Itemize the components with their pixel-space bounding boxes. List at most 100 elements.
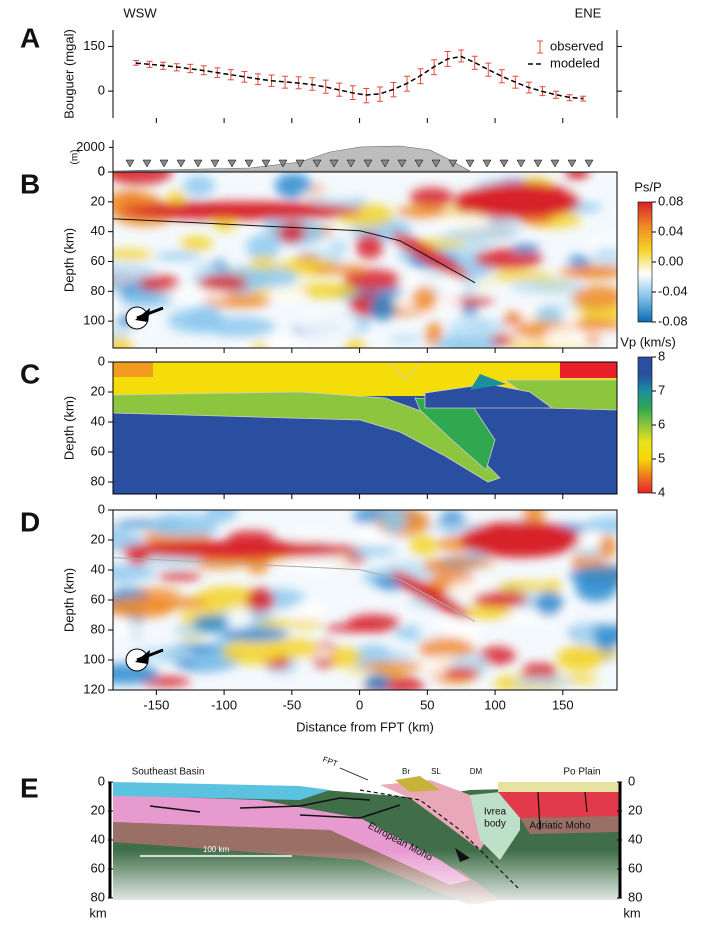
colorbar-tick-label: 7	[658, 382, 665, 397]
blob	[291, 600, 327, 621]
blob	[512, 676, 574, 688]
blob	[113, 249, 153, 261]
blob	[310, 264, 367, 275]
y-tick-label: 60	[91, 591, 105, 606]
station	[465, 159, 475, 168]
blob	[477, 646, 516, 665]
diagram-label: Adriatic Moho	[529, 821, 591, 832]
diagram-label: Po Plain	[563, 767, 600, 778]
diagram-label: SL	[431, 767, 441, 776]
blob	[504, 311, 524, 325]
colorbar-tick-label: 0.04	[658, 223, 683, 238]
blob	[574, 620, 594, 649]
error-bar	[485, 62, 492, 77]
y-tick-label: 20	[91, 531, 105, 546]
blob	[460, 521, 580, 558]
colorbar-title: Ps/P	[634, 179, 661, 194]
blob	[198, 274, 249, 292]
y-tick-label: 0	[98, 353, 105, 368]
axis-unit: km	[89, 905, 106, 920]
colorbar-tick-label: 8	[658, 348, 665, 363]
blob	[295, 313, 359, 336]
x-tick-label: 50	[420, 697, 434, 712]
station	[499, 159, 509, 168]
y-tick-label: 0	[628, 773, 635, 788]
y-tick-label: 80	[91, 889, 105, 904]
y-tick-label: 0	[98, 83, 105, 98]
colorbar-tick-label: 0.00	[658, 253, 683, 268]
y-tick-label: 40	[628, 831, 642, 846]
error-bar	[498, 69, 505, 84]
x-tick-label: 150	[552, 697, 574, 712]
y-tick-label: 0	[98, 163, 105, 178]
north-arrow	[135, 308, 150, 322]
blob	[148, 513, 223, 531]
blob	[584, 516, 617, 533]
blob	[510, 279, 586, 294]
blob	[275, 173, 312, 199]
blob	[120, 540, 360, 559]
y-tick-label: 60	[91, 253, 105, 268]
blob	[113, 172, 173, 185]
station	[533, 159, 543, 168]
blob	[133, 596, 208, 610]
blob	[409, 535, 438, 556]
y-axis-label: Depth (km)	[61, 396, 76, 460]
blob	[113, 564, 156, 582]
y-tick-label: 150	[83, 38, 105, 53]
annotation: ENE	[575, 5, 602, 20]
error-bar	[282, 75, 289, 89]
seismic-image	[113, 510, 617, 690]
y-tick-label: 40	[91, 561, 105, 576]
blob	[265, 286, 307, 304]
station	[397, 159, 407, 168]
blob	[113, 619, 146, 638]
blob	[565, 172, 590, 181]
blob	[120, 201, 360, 220]
blob	[386, 650, 413, 662]
station	[312, 159, 322, 168]
blob	[411, 286, 438, 312]
panel-letter: A	[20, 22, 40, 53]
axis-unit: km	[623, 905, 640, 920]
blob	[447, 317, 504, 340]
blob	[223, 626, 289, 642]
y-tick-label: 80	[91, 621, 105, 636]
blob	[567, 255, 592, 268]
y-tick-label: 80	[91, 283, 105, 298]
blobs	[113, 172, 617, 348]
blob	[490, 334, 511, 346]
topography	[112, 145, 471, 172]
blob	[179, 235, 213, 252]
panel-letter: C	[20, 358, 40, 389]
blob	[544, 579, 562, 593]
y-axis-label: Depth (km)	[61, 228, 76, 292]
diagram-label: Southeast Basin	[132, 767, 205, 778]
y-tick-label: 20	[91, 193, 105, 208]
blob	[193, 586, 263, 613]
y-tick-label: 100	[83, 651, 105, 666]
blob	[246, 587, 275, 613]
x-axis-label: Distance from FPT (km)	[296, 719, 434, 734]
colorbar-tick-label: 6	[658, 416, 665, 431]
blob	[154, 252, 202, 261]
panel-letter: B	[20, 168, 40, 199]
diagram-label: FPT	[321, 755, 338, 769]
blob	[182, 175, 216, 197]
blob	[247, 267, 298, 289]
blob	[192, 614, 230, 633]
y-tick-label: 60	[91, 860, 105, 875]
blob	[246, 234, 280, 261]
blob	[205, 510, 238, 523]
blob	[460, 182, 580, 219]
blob	[363, 673, 391, 690]
cross-section-diagram	[113, 776, 620, 910]
blob	[562, 649, 617, 659]
y-tick-label: 80	[91, 473, 105, 488]
diagram-label: DM	[470, 767, 483, 776]
station	[278, 159, 288, 168]
blob	[396, 205, 448, 219]
blob	[473, 590, 529, 608]
station	[193, 159, 203, 168]
